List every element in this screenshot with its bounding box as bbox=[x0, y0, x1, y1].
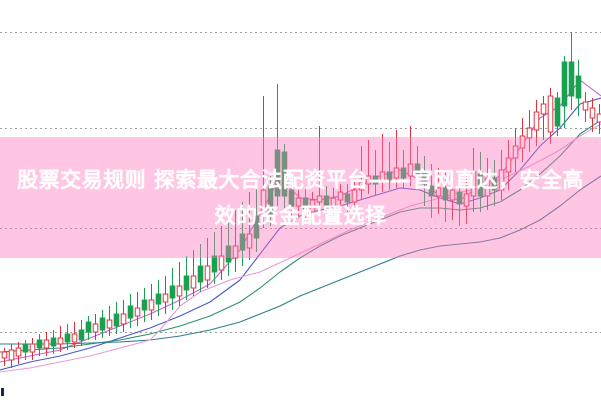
candle bbox=[351, 180, 358, 210]
candle bbox=[505, 140, 512, 190]
candle bbox=[421, 156, 428, 206]
candle bbox=[358, 146, 365, 200]
candle bbox=[15, 342, 22, 364]
candle bbox=[316, 126, 323, 212]
candle bbox=[78, 320, 85, 346]
candle bbox=[526, 110, 533, 152]
candle bbox=[267, 176, 274, 226]
candle bbox=[197, 244, 204, 292]
candle bbox=[323, 186, 330, 216]
candle bbox=[148, 284, 155, 320]
candle bbox=[407, 126, 414, 186]
candle bbox=[190, 250, 197, 296]
axis-corner-tick bbox=[1, 388, 4, 396]
candle bbox=[36, 334, 43, 356]
candle bbox=[106, 306, 113, 336]
candle bbox=[365, 140, 372, 194]
candle bbox=[169, 268, 176, 310]
candle bbox=[120, 300, 127, 332]
candle bbox=[463, 178, 470, 224]
candle bbox=[183, 256, 190, 300]
candle bbox=[246, 192, 253, 260]
candle bbox=[99, 310, 106, 338]
candle bbox=[92, 314, 99, 340]
candle bbox=[428, 164, 435, 218]
chart-gridlines bbox=[0, 32, 601, 333]
candle bbox=[477, 152, 484, 212]
candle bbox=[176, 262, 183, 306]
candle bbox=[64, 324, 71, 350]
ma-line-ma30 bbox=[0, 175, 601, 345]
candle bbox=[400, 150, 407, 188]
ma-line-ma20 bbox=[0, 119, 601, 353]
candle bbox=[414, 146, 421, 184]
candle bbox=[519, 118, 526, 162]
candle bbox=[71, 322, 78, 348]
candle bbox=[274, 84, 281, 206]
candle bbox=[435, 168, 442, 214]
candle bbox=[155, 280, 162, 316]
candle bbox=[141, 288, 148, 322]
candle bbox=[547, 88, 554, 144]
candle bbox=[470, 148, 477, 212]
candle bbox=[484, 158, 491, 210]
candle bbox=[85, 316, 92, 340]
candle bbox=[288, 178, 295, 218]
candle bbox=[22, 340, 29, 360]
candlestick-series bbox=[1, 32, 601, 368]
candle bbox=[596, 104, 601, 134]
candle bbox=[1, 348, 8, 366]
candle bbox=[239, 202, 246, 266]
candle bbox=[134, 292, 141, 326]
candle bbox=[449, 172, 456, 220]
candle bbox=[442, 170, 449, 222]
candle bbox=[29, 338, 36, 360]
candle bbox=[575, 60, 582, 116]
candle bbox=[232, 210, 239, 272]
candle bbox=[225, 218, 232, 276]
candle bbox=[127, 294, 134, 328]
candle bbox=[309, 192, 316, 224]
candle bbox=[540, 96, 547, 140]
candle bbox=[582, 92, 589, 122]
candle bbox=[337, 184, 344, 210]
candle bbox=[57, 326, 64, 352]
candle bbox=[533, 100, 540, 146]
ma-line-ma5 bbox=[0, 79, 601, 363]
candle bbox=[568, 32, 575, 110]
candle bbox=[253, 180, 260, 252]
candle bbox=[456, 176, 463, 226]
candle bbox=[162, 276, 169, 314]
candle bbox=[386, 142, 393, 190]
candle bbox=[281, 144, 288, 208]
candle bbox=[113, 302, 120, 334]
candle bbox=[554, 92, 561, 136]
candle bbox=[330, 188, 337, 214]
candle bbox=[372, 150, 379, 196]
candle bbox=[561, 56, 568, 128]
candle bbox=[302, 188, 309, 220]
candle bbox=[204, 238, 211, 288]
candle bbox=[8, 344, 15, 368]
candle bbox=[344, 184, 351, 212]
candle bbox=[50, 330, 57, 354]
candle bbox=[218, 226, 225, 280]
candle bbox=[589, 98, 596, 132]
candle bbox=[295, 190, 302, 216]
candle bbox=[211, 232, 218, 284]
candle bbox=[498, 150, 505, 200]
candle bbox=[512, 128, 519, 172]
candle bbox=[260, 96, 267, 228]
candle bbox=[491, 160, 498, 206]
candle bbox=[43, 332, 50, 356]
candle bbox=[393, 130, 400, 188]
candle bbox=[379, 134, 386, 192]
ma-line-ma60 bbox=[0, 123, 601, 373]
